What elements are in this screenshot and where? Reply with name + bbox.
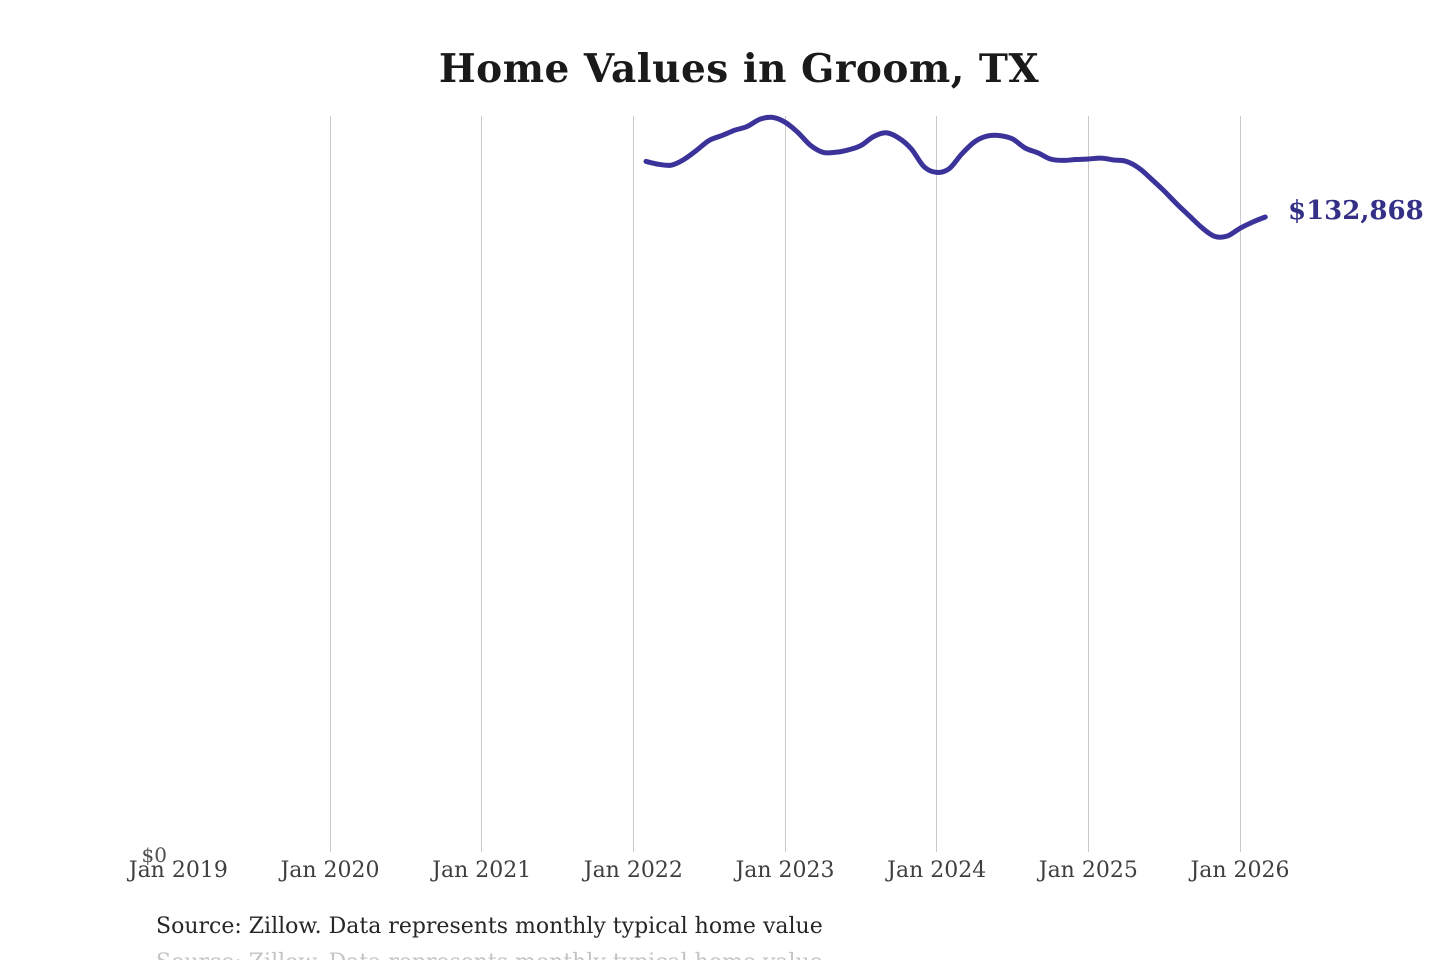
chart-title: Home Values in Groom, TX [438,46,1040,92]
gridline-jan-2024 [936,116,938,852]
y-axis-zero-label: $0 [141,843,167,867]
x-tick-label: Jan 2023 [735,858,835,883]
gridline-jan-2022 [632,116,634,852]
x-tick-label: Jan 2020 [280,858,380,883]
gridline-jan-2020 [329,116,331,852]
clipped-text-content: Source: Zillow. Data represents monthly … [156,950,823,960]
gridline-jan-2023 [784,116,786,852]
source-note: Source: Zillow. Data represents monthly … [156,914,823,939]
home-value-line-series [643,114,1268,240]
gridline-jan-2026 [1239,116,1241,852]
x-tick-label: Jan 2024 [887,858,987,883]
x-tick-label: Jan 2022 [583,858,683,883]
gridline-jan-2021 [481,116,483,852]
latest-value-label: $132,868 [1288,196,1424,226]
x-tick-label: Jan 2019 [128,858,228,883]
x-tick-label: Jan 2026 [1190,858,1290,883]
clipped-text-artifact: Source: Zillow. Data represents monthly … [156,950,916,960]
x-tick-label: Jan 2021 [432,858,532,883]
gridline-jan-2025 [1087,116,1089,852]
x-tick-label: Jan 2025 [1038,858,1138,883]
